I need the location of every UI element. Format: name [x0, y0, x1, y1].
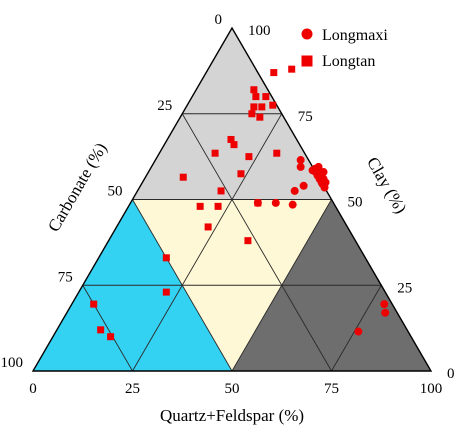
point-longtan-27: [107, 333, 115, 341]
point-longmaxi-20: [290, 186, 299, 195]
data-points: [90, 65, 390, 341]
point-longmaxi-17: [271, 198, 280, 207]
triangle-frame: [31, 26, 433, 372]
legend-marker-longtan: [301, 55, 313, 67]
point-longtan-16: [237, 170, 245, 178]
point-longtan-7: [269, 101, 277, 109]
gridline-quartz-50: [231, 199, 332, 372]
point-longtan-14: [273, 149, 281, 157]
point-longtan-4: [262, 93, 270, 101]
point-longtan-6: [258, 103, 266, 111]
point-longtan-0: [288, 65, 296, 73]
bottom-axis-title: Quartz+Feldspar (%): [160, 406, 304, 425]
gridline-quartz-25: [132, 113, 283, 372]
point-longtan-5: [250, 103, 258, 111]
left-tick-0: 0: [215, 12, 223, 28]
point-longtan-12: [211, 149, 219, 157]
bottom-tick-100: 100: [420, 381, 443, 397]
point-longmaxi-14: [314, 162, 323, 171]
point-longtan-17: [217, 187, 225, 195]
point-longmaxi-23: [381, 308, 390, 317]
right-tick-50: 50: [348, 195, 363, 211]
left-axis-title: Carbonate (%): [44, 139, 111, 235]
right-tick-75: 75: [298, 109, 313, 125]
point-longtan-22: [244, 237, 252, 245]
right-tick-100: 100: [248, 23, 271, 39]
right-axis-title: Clay (%): [363, 154, 411, 217]
point-longtan-9: [256, 113, 264, 121]
point-longmaxi-16: [296, 156, 305, 165]
point-longtan-23: [162, 254, 170, 262]
point-longtan-2: [250, 86, 258, 94]
point-longtan-26: [97, 326, 105, 334]
point-longtan-13: [245, 153, 253, 161]
point-longmaxi-15: [296, 162, 305, 171]
bottom-tick-75: 75: [324, 381, 339, 397]
right-tick-25: 25: [397, 280, 412, 296]
point-longtan-25: [90, 300, 98, 308]
right-tick-0: 0: [447, 366, 455, 382]
point-longtan-15: [179, 173, 187, 181]
point-longtan-11: [230, 141, 238, 149]
chart-grid: [82, 113, 382, 372]
chart-frame: [31, 26, 433, 372]
point-longtan-21: [204, 223, 212, 231]
left-tick-25: 25: [157, 98, 172, 114]
point-longtan-18: [196, 202, 204, 210]
left-tick-75: 75: [58, 269, 73, 285]
series-longtan: [90, 65, 296, 341]
bottom-tick-0: 0: [29, 381, 37, 397]
point-longtan-1: [270, 69, 278, 77]
point-longtan-3: [252, 93, 260, 101]
point-longtan-24: [162, 288, 170, 296]
left-tick-100: 100: [1, 355, 24, 371]
gridline-carbonate-25: [181, 113, 332, 372]
point-longmaxi-24: [354, 327, 363, 336]
point-longtan-19: [214, 202, 222, 210]
bottom-tick-50: 50: [225, 381, 240, 397]
bottom-tick-25: 25: [125, 381, 140, 397]
point-longtan-20: [254, 199, 262, 207]
legend-label-longtan: Longtan: [322, 53, 375, 70]
point-longtan-10: [227, 135, 235, 143]
legend: Longmaxi Longtan: [301, 27, 388, 70]
legend-marker-longmaxi: [301, 28, 313, 40]
gridline-carbonate-50: [132, 199, 233, 372]
point-longmaxi-21: [299, 181, 308, 190]
point-longmaxi-22: [380, 300, 389, 309]
gridline-carbonate-75: [82, 285, 133, 372]
left-tick-50: 50: [108, 184, 123, 200]
point-longmaxi-19: [288, 200, 297, 209]
point-longtan-8: [248, 110, 256, 118]
legend-label-longmaxi: Longmaxi: [322, 27, 388, 44]
point-longmaxi-11: [319, 168, 328, 177]
series-longmaxi: [253, 156, 390, 336]
